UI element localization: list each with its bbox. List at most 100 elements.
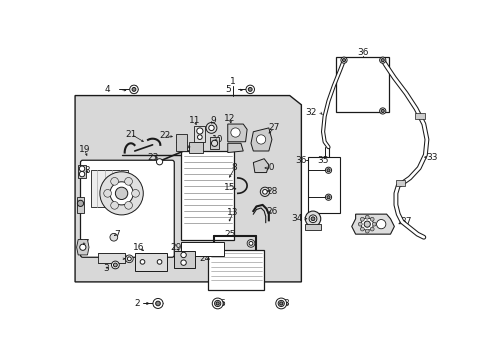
Circle shape	[125, 255, 133, 263]
Circle shape	[111, 261, 119, 269]
Text: 28: 28	[265, 186, 277, 195]
Polygon shape	[227, 124, 246, 142]
Polygon shape	[253, 159, 268, 172]
Circle shape	[127, 257, 131, 261]
Circle shape	[326, 195, 329, 199]
Circle shape	[80, 244, 86, 250]
Circle shape	[205, 122, 217, 133]
Circle shape	[256, 135, 265, 144]
Circle shape	[77, 200, 83, 206]
Circle shape	[214, 300, 220, 306]
Circle shape	[379, 57, 385, 63]
Circle shape	[360, 217, 364, 221]
FancyBboxPatch shape	[81, 160, 174, 257]
Text: 34: 34	[290, 214, 302, 223]
Text: 23: 23	[146, 153, 158, 162]
Circle shape	[376, 220, 385, 229]
Polygon shape	[77, 239, 89, 255]
Circle shape	[379, 108, 385, 114]
Polygon shape	[351, 214, 393, 234]
Circle shape	[110, 182, 133, 205]
Circle shape	[325, 194, 331, 200]
Circle shape	[342, 59, 345, 62]
Text: 20: 20	[116, 254, 127, 263]
Text: 15: 15	[224, 184, 235, 193]
Bar	[194, 126, 205, 142]
Circle shape	[360, 218, 373, 230]
Text: 4: 4	[104, 85, 110, 94]
Circle shape	[113, 263, 117, 267]
Text: 29: 29	[170, 243, 181, 252]
Circle shape	[325, 167, 331, 173]
Bar	[90, 170, 127, 207]
Text: 24: 24	[199, 254, 210, 263]
Circle shape	[100, 172, 143, 215]
Circle shape	[310, 217, 314, 221]
Text: 3: 3	[283, 299, 288, 308]
Polygon shape	[227, 143, 243, 153]
Text: 33: 33	[425, 153, 436, 162]
Bar	[209, 137, 219, 149]
Circle shape	[308, 215, 316, 222]
Circle shape	[279, 302, 282, 305]
Circle shape	[79, 166, 84, 171]
Circle shape	[340, 57, 346, 63]
Circle shape	[115, 187, 127, 199]
Text: 22: 22	[159, 131, 170, 140]
Circle shape	[181, 252, 186, 258]
Text: 7: 7	[114, 230, 120, 239]
Text: 12: 12	[224, 114, 235, 123]
Polygon shape	[75, 95, 301, 282]
Circle shape	[212, 298, 223, 309]
Circle shape	[369, 217, 373, 221]
Circle shape	[110, 177, 118, 185]
Circle shape	[110, 233, 118, 241]
Circle shape	[248, 242, 252, 245]
Text: 6: 6	[219, 299, 225, 308]
Bar	[77, 197, 84, 213]
Bar	[189, 142, 203, 153]
Circle shape	[197, 135, 202, 139]
Circle shape	[360, 227, 364, 231]
Circle shape	[211, 140, 217, 147]
Circle shape	[371, 222, 375, 226]
Circle shape	[326, 169, 329, 172]
Circle shape	[246, 239, 254, 247]
Circle shape	[245, 85, 254, 94]
Text: 8: 8	[231, 163, 237, 172]
Circle shape	[110, 202, 118, 209]
Circle shape	[132, 87, 136, 91]
Bar	[135, 253, 167, 271]
Text: 36: 36	[357, 48, 368, 57]
Circle shape	[275, 298, 286, 309]
Text: 25: 25	[224, 230, 235, 239]
Text: 14: 14	[181, 145, 192, 154]
Circle shape	[208, 125, 214, 131]
Circle shape	[369, 227, 373, 231]
Circle shape	[124, 177, 132, 185]
Bar	[395, 180, 405, 186]
Text: 21: 21	[125, 130, 136, 139]
Circle shape	[103, 189, 111, 197]
Bar	[307, 157, 340, 213]
Polygon shape	[78, 165, 86, 178]
Text: 32: 32	[305, 108, 316, 117]
Circle shape	[278, 300, 284, 306]
Circle shape	[153, 298, 163, 309]
Text: 3: 3	[103, 264, 109, 273]
Bar	[173, 251, 195, 268]
Circle shape	[364, 221, 369, 227]
Text: 35: 35	[317, 156, 328, 165]
Text: 30: 30	[263, 163, 274, 172]
Text: 11: 11	[188, 116, 200, 125]
Circle shape	[157, 260, 162, 264]
Circle shape	[129, 85, 138, 94]
Circle shape	[131, 189, 139, 197]
Polygon shape	[250, 128, 271, 151]
Bar	[208, 249, 264, 289]
Bar	[181, 151, 233, 239]
Text: 36: 36	[295, 156, 306, 165]
Circle shape	[365, 229, 368, 233]
Text: 5: 5	[224, 85, 230, 94]
Circle shape	[196, 128, 203, 134]
